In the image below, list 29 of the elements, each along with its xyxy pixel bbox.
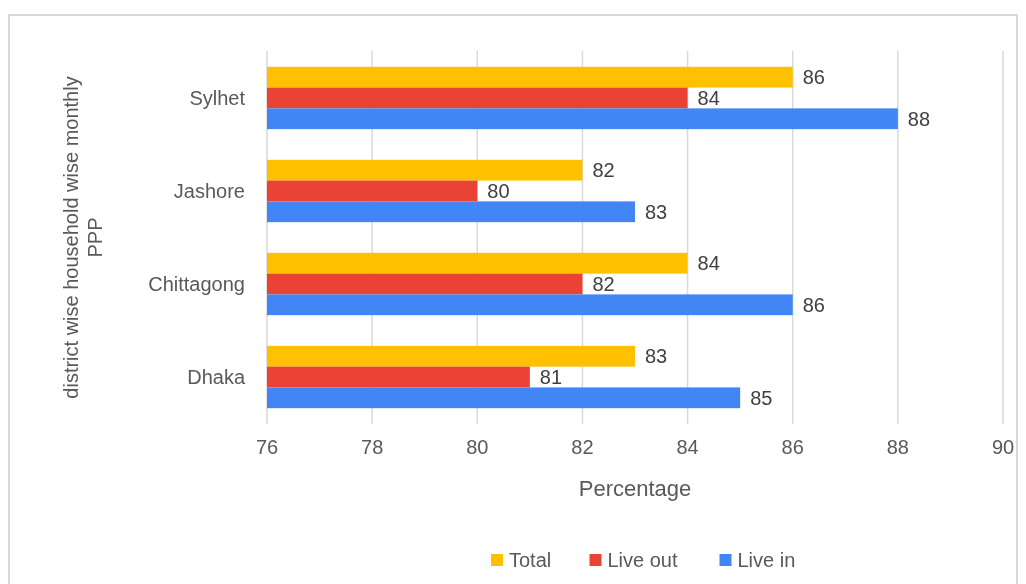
x-tick-label: 78 [361, 436, 384, 458]
y-tick-label: Jashore [173, 179, 245, 202]
x-tick-label: 84 [676, 436, 699, 458]
x-tick-label: 90 [991, 436, 1015, 458]
legend-label: Total [509, 549, 552, 571]
x-tick-label: 82 [571, 436, 594, 458]
data-label: 86 [802, 293, 825, 316]
data-label: 84 [697, 252, 720, 275]
y-tick-label: Chittagong [148, 273, 245, 296]
x-tick-label: 80 [466, 436, 489, 458]
data-label: 85 [750, 386, 773, 409]
data-label: 80 [487, 179, 510, 202]
x-axis-title: Percentage [578, 476, 692, 501]
data-label: 83 [645, 200, 668, 223]
x-tick-label: 88 [886, 436, 909, 458]
legend-label: Live in [737, 549, 796, 571]
data-label: 82 [592, 159, 615, 182]
data-label: 82 [592, 273, 615, 296]
data-label: 84 [697, 86, 720, 109]
y-tick-label: Dhaka [187, 366, 246, 389]
data-label: 86 [802, 66, 825, 89]
data-label: 81 [539, 366, 563, 389]
data-label: 88 [907, 107, 931, 130]
legend-label: Live out [607, 549, 678, 571]
data-label: 83 [645, 345, 668, 368]
y-tick-label: Sylhet [189, 86, 246, 109]
y-axis-title: district wise household wise monthly PPP [60, 76, 106, 399]
x-tick-label: 76 [255, 436, 279, 458]
x-tick-label: 86 [781, 436, 804, 458]
